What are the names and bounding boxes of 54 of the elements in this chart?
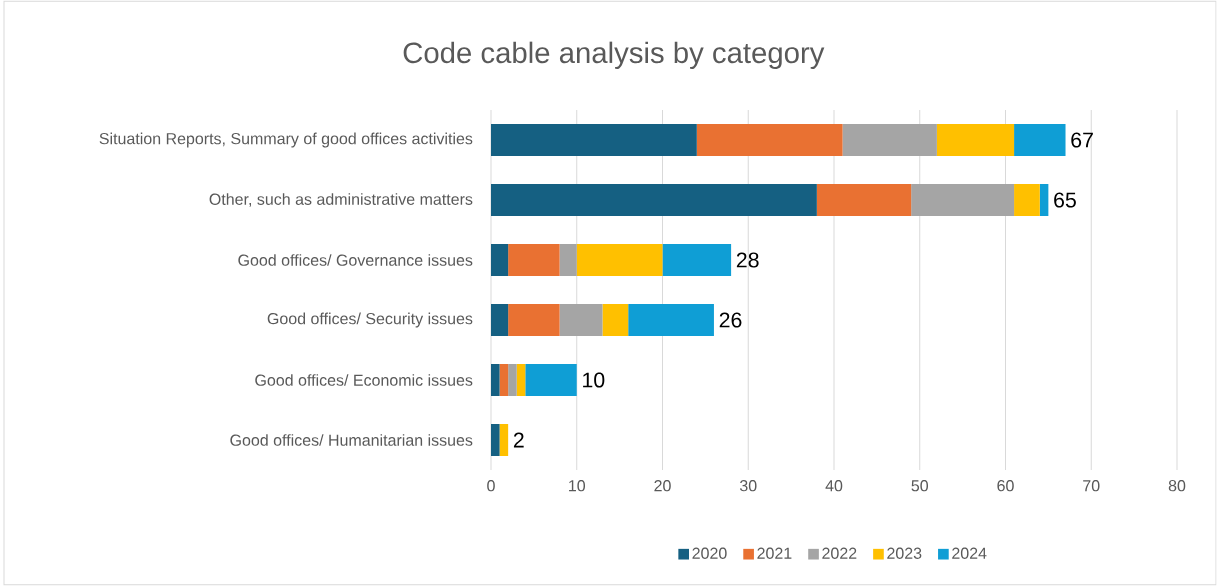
bar: [1039, 184, 1049, 216]
bar: [491, 364, 500, 396]
bar: [628, 304, 714, 336]
y-tick-label: Other, such as administrative matters: [209, 193, 473, 207]
legend-label: 2021: [757, 547, 792, 559]
bar: [508, 364, 517, 396]
x-tick-label: 20: [654, 480, 671, 492]
legend-label: 2020: [692, 547, 727, 559]
x-tick-label: 40: [825, 480, 843, 492]
bar: [491, 304, 509, 336]
bar: [525, 364, 577, 396]
bar: [491, 244, 509, 276]
y-tick-label: Good offices/ Economic issues: [255, 374, 473, 386]
x-tick-label: 0: [487, 480, 495, 492]
y-tick-label: Situation Reports, Summary of good offices activities: [99, 132, 473, 148]
legend-label: 2023: [887, 547, 922, 559]
bar: [936, 124, 1015, 156]
x-tick-label: 70: [1083, 480, 1100, 492]
total-label: 67: [1071, 132, 1093, 148]
bar: [508, 304, 560, 336]
y-tick-label: Good offices/ Governance issues: [238, 254, 473, 266]
bar: [508, 244, 560, 276]
total-label: 28: [736, 252, 759, 268]
bar: [911, 184, 1015, 216]
total-label: 2: [513, 432, 524, 448]
bar: [816, 184, 912, 216]
total-label: 65: [1054, 192, 1076, 208]
y-tick-label: Good offices/ Humanitarian issues: [230, 434, 473, 446]
y-tick-label: Good offices/ Security issues: [267, 312, 473, 328]
x-tick-label: 50: [911, 480, 929, 492]
bar: [491, 424, 500, 456]
bar: [1014, 124, 1066, 156]
x-tick-label: 60: [997, 480, 1014, 492]
bar: [491, 124, 697, 156]
bar: [499, 364, 509, 396]
legend-label: 2022: [822, 547, 857, 559]
total-label: 26: [719, 312, 742, 328]
bar: [696, 124, 843, 156]
legend-label: 2024: [952, 547, 987, 559]
x-tick-label: 30: [739, 480, 757, 492]
bar: [576, 244, 663, 276]
bar: [499, 424, 509, 456]
bar: [559, 244, 577, 276]
bar: [491, 184, 817, 216]
bar: [842, 124, 937, 156]
x-tick-label: 10: [569, 480, 586, 492]
chart-title: Code cable analysis by category: [403, 41, 825, 69]
x-tick-label: 80: [1168, 480, 1186, 492]
bar: [559, 304, 603, 336]
total-label: 10: [583, 372, 605, 388]
bar: [662, 244, 732, 276]
bar: [602, 304, 629, 336]
bar: [516, 364, 526, 396]
bar: [1014, 184, 1040, 216]
